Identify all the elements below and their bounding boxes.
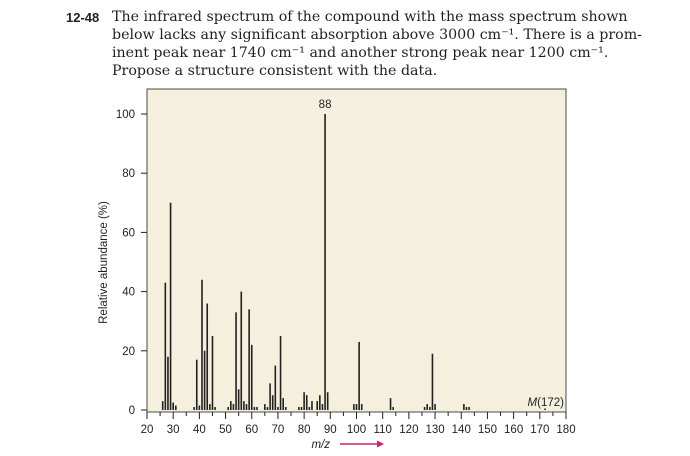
y-tick-label: 80 [122,168,135,180]
x-tick-label: 80 [298,424,311,436]
problem-line: below lacks any significant absorption a… [112,27,642,43]
x-tick-label: 100 [347,424,366,436]
x-tick-label: 140 [452,424,471,436]
x-tick-label: 30 [167,424,180,436]
problem-line: The infrared spectrum of the compound wi… [112,9,628,25]
y-tick-label: 60 [122,227,135,239]
problem-statement: 12-48 The infrared spectrum of the compo… [66,8,642,80]
x-tick-label: 110 [374,424,392,436]
x-tick-label: 120 [399,424,418,436]
molecular-ion-label: M(172) [528,397,565,409]
x-axis-direction-arrow-icon [340,440,384,448]
x-axis-title: m/z [311,439,330,451]
x-tick-label: 90 [324,424,337,436]
plot-area [146,88,567,413]
problem-text: The infrared spectrum of the compound wi… [112,8,642,80]
x-tick-label: 160 [504,424,523,436]
problem-line: inent peak near 1740 cm⁻¹ and another st… [112,45,609,61]
y-tick-label: 20 [122,346,135,358]
x-tick-label: 50 [219,424,232,436]
x-tick-label: 130 [425,424,444,436]
peak-label: 88 [319,99,332,111]
x-tick-label: 60 [245,424,258,436]
x-tick-label: 20 [141,424,154,436]
arrow-head [377,440,384,448]
problem-number: 12-48 [66,10,100,25]
y-tick-label: 40 [122,287,135,299]
x-tick-label: 40 [193,424,206,436]
x-tick-label: 170 [530,424,549,436]
x-tick-label: 70 [272,424,285,436]
y-tick-label: 100 [116,109,135,121]
problem-line: Propose a structure consistent with the … [112,63,438,79]
y-axis-title: Relative abundance (%) [98,201,110,324]
x-tick-label: 180 [556,424,575,436]
y-tick-label: 0 [129,405,135,417]
x-tick-label: 150 [478,424,497,436]
